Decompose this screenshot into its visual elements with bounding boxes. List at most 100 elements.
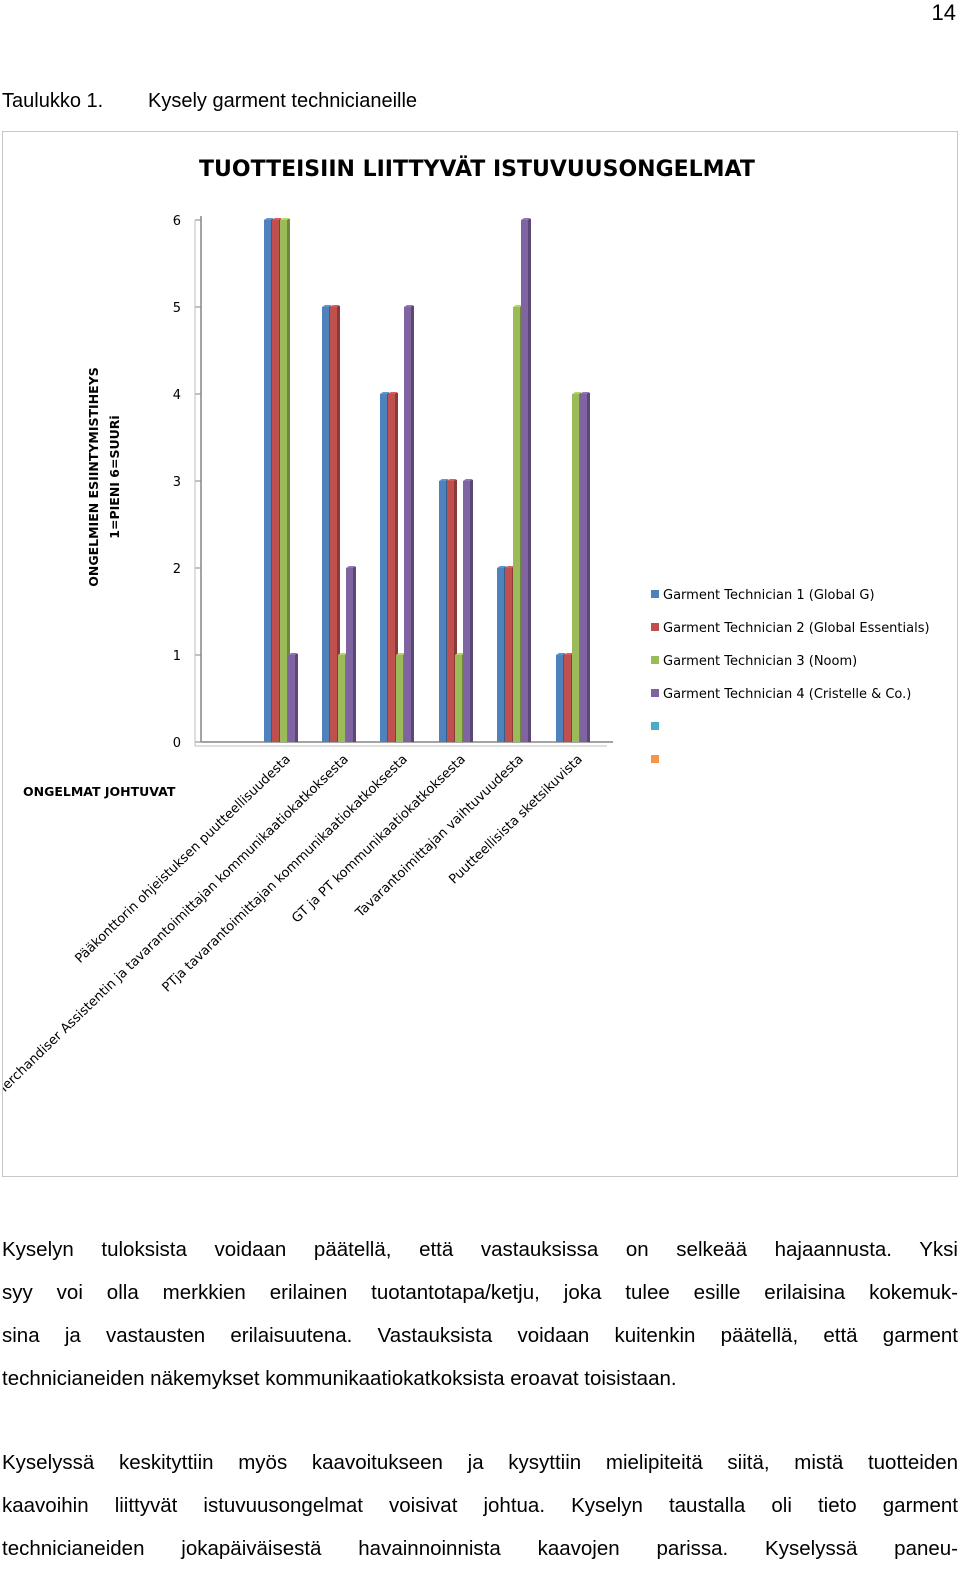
legend-swatch-1 [651, 590, 659, 598]
y-tick-label: 2 [173, 562, 181, 577]
table-caption-text: Kysely garment technicianeille [148, 90, 418, 112]
bar-top-3-series-1 [380, 392, 390, 394]
bar-top-6-series-2 [564, 653, 574, 655]
x-axis-ticks: Pääkonttorin ohjeistuksen puutteellisuud… [3, 752, 586, 1100]
x-axis-label: ONGELMAT JOHTUVAT [23, 784, 176, 799]
bar-6-series-2 [564, 655, 571, 742]
table-caption-number: Taulukko 1. [2, 90, 104, 112]
legend-label-4: Garment Technician 4 (Cristelle & Co.) [663, 687, 911, 702]
bar-top-2-series-4 [346, 566, 356, 568]
paragraph-1: Kyselyn tuloksista voidaan päätellä, ett… [2, 1228, 958, 1400]
bar-6-series-3 [572, 394, 579, 742]
bar-6-series-1 [556, 655, 563, 742]
bar-2-series-2 [330, 307, 337, 742]
bar-2-series-1 [322, 307, 329, 742]
bar-3-series-2 [388, 394, 395, 742]
bar-side-1-series-3 [287, 219, 290, 742]
bar-top-5-series-2 [505, 566, 515, 568]
bar-side-5-series-4 [528, 219, 531, 742]
bar-1-series-4 [288, 655, 295, 742]
y-axis-label-line2: 1=PIENI 6=SUURi [107, 415, 122, 538]
bar-side-3-series-2 [395, 393, 398, 742]
bar-top-3-series-3 [396, 653, 406, 655]
paragraph-1-line-1: Kyselyn tuloksista voidaan päätellä, ett… [2, 1238, 958, 1261]
y-axis-ticks: 0 1 2 3 4 5 6 [173, 214, 201, 751]
legend-swatch-extra-1 [651, 722, 659, 730]
y-axis-label-line1: ONGELMIEN ESIINTYMISTIHEYS [86, 367, 101, 587]
bar-top-1-series-3 [280, 218, 290, 220]
bar-4-series-1 [439, 481, 446, 742]
bar-top-2-series-2 [330, 305, 340, 307]
bar-side-1-series-4 [295, 654, 298, 742]
bar-4-series-2 [447, 481, 454, 742]
bar-3-series-1 [380, 394, 387, 742]
legend-swatch-extra-2 [651, 755, 659, 763]
bar-3-series-4 [404, 307, 411, 742]
legend-swatch-4 [651, 689, 659, 697]
bar-top-4-series-1 [439, 479, 449, 481]
bar-1-series-1 [264, 220, 271, 742]
paragraph-1-line-2: syy voi olla merkkien erilainen tuotanto… [2, 1281, 958, 1304]
y-tick-label: 3 [173, 475, 181, 490]
bar-top-4-series-4 [463, 479, 473, 481]
paragraph-2: Kyselyssä keskityttiin myös kaavoituksee… [2, 1441, 958, 1570]
paragraph-1-line-3: sina ja vastausten erilaisuutena. Vastau… [2, 1324, 958, 1347]
bar-top-4-series-3 [455, 653, 465, 655]
x-tick-label-3: PTja tavarantoimittajan kommunikaatiokat… [160, 752, 411, 995]
y-tick-label: 4 [173, 388, 181, 403]
bar-side-6-series-4 [587, 393, 590, 742]
chart-title: TUOTTEISIIN LIITTYVÄT ISTUVUUSONGELMAT [199, 156, 755, 182]
y-tick-label: 1 [173, 649, 181, 664]
legend-swatch-2 [651, 623, 659, 631]
bar-top-1-series-2 [272, 218, 282, 220]
bars [264, 218, 590, 742]
bar-1-series-2 [272, 220, 279, 742]
bar-top-6-series-3 [572, 392, 582, 394]
bar-5-series-2 [505, 568, 512, 742]
legend-label-2: Garment Technician 2 (Global Essentials) [663, 621, 930, 636]
legend-label-3: Garment Technician 3 (Noom) [663, 654, 857, 669]
paragraph-2-line-3: technicianeiden jokapäiväisestä havainno… [2, 1537, 958, 1560]
bar-top-5-series-4 [521, 218, 531, 220]
bar-4-series-4 [463, 481, 470, 742]
bar-6-series-4 [580, 394, 587, 742]
bar-side-4-series-4 [470, 480, 473, 742]
bar-5-series-1 [497, 568, 504, 742]
bar-side-3-series-4 [411, 306, 414, 742]
y-tick-label: 6 [173, 214, 181, 229]
paragraph-2-line-1: Kyselyssä keskityttiin myös kaavoituksee… [2, 1451, 958, 1474]
y-tick-label: 5 [173, 301, 181, 316]
bar-2-series-3 [338, 655, 345, 742]
table-caption: Taulukko 1. Kysely garment technicianeill… [2, 90, 417, 113]
bar-top-6-series-1 [556, 653, 566, 655]
chart-frame: TUOTTEISIIN LIITTYVÄT ISTUVUUSONGELMAT O… [2, 131, 958, 1177]
bar-1-series-3 [280, 220, 287, 742]
paragraph-1-line-4: technicianeiden näkemykset kommunikaatio… [2, 1367, 677, 1390]
bar-top-5-series-3 [513, 305, 523, 307]
paragraph-2-line-2: kaavoihin liittyvät istuvuusongelmat voi… [2, 1494, 958, 1517]
bar-top-1-series-1 [264, 218, 274, 220]
page-number: 14 [931, 0, 956, 25]
y-tick-label: 0 [173, 736, 181, 751]
y-axis-label: ONGELMIEN ESIINTYMISTIHEYS 1=PIENI 6=SUU… [86, 367, 122, 587]
bar-2-series-4 [346, 568, 353, 742]
legend: Garment Technician 1 (Global G) Garment T… [651, 588, 930, 763]
bar-side-2-series-4 [353, 567, 356, 742]
bar-side-2-series-2 [337, 306, 340, 742]
bar-5-series-3 [513, 307, 520, 742]
bar-top-4-series-2 [447, 479, 457, 481]
legend-swatch-3 [651, 656, 659, 664]
bar-side-4-series-2 [454, 480, 457, 742]
legend-label-1: Garment Technician 1 (Global G) [663, 588, 875, 603]
bar-top-2-series-1 [322, 305, 332, 307]
bar-top-3-series-2 [388, 392, 398, 394]
bar-top-5-series-1 [497, 566, 507, 568]
bar-5-series-4 [521, 220, 528, 742]
bar-top-3-series-4 [404, 305, 414, 307]
bar-top-6-series-4 [580, 392, 590, 394]
bar-top-1-series-4 [288, 653, 298, 655]
bar-3-series-3 [396, 655, 403, 742]
bar-4-series-3 [455, 655, 462, 742]
bar-top-2-series-3 [338, 653, 348, 655]
bar-chart: TUOTTEISIIN LIITTYVÄT ISTUVUUSONGELMAT O… [3, 156, 930, 1101]
